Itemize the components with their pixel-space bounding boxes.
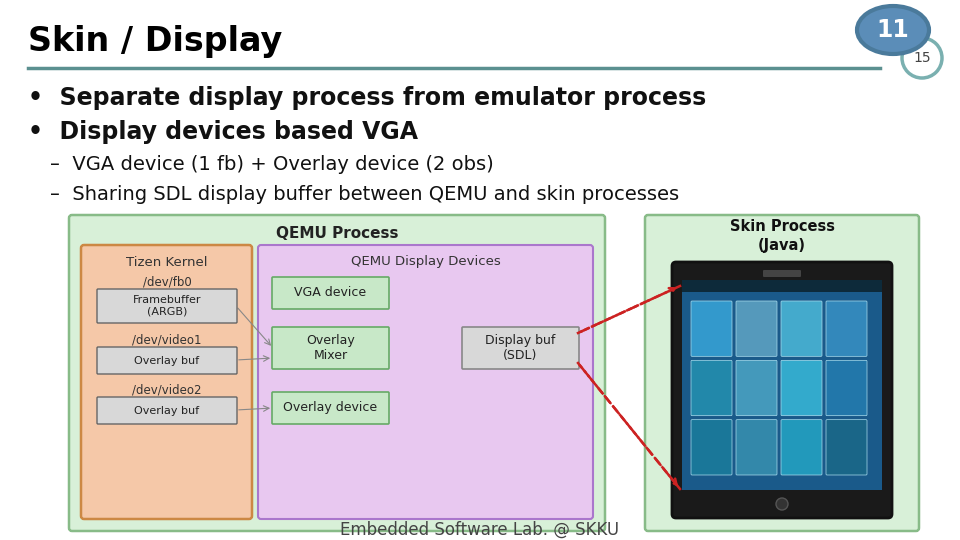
Text: Skin / Display: Skin / Display: [28, 25, 282, 58]
Text: •  Display devices based VGA: • Display devices based VGA: [28, 120, 418, 144]
Text: VGA device: VGA device: [295, 287, 367, 300]
Circle shape: [902, 38, 942, 78]
FancyBboxPatch shape: [736, 301, 777, 356]
FancyBboxPatch shape: [826, 301, 867, 356]
Text: Overlay buf: Overlay buf: [134, 355, 200, 366]
FancyBboxPatch shape: [736, 360, 777, 416]
FancyBboxPatch shape: [462, 327, 579, 369]
FancyBboxPatch shape: [69, 215, 605, 531]
Text: –  Sharing SDL display buffer between QEMU and skin processes: – Sharing SDL display buffer between QEM…: [50, 185, 679, 204]
Text: Overlay
Mixer: Overlay Mixer: [306, 334, 355, 362]
FancyBboxPatch shape: [691, 420, 732, 475]
FancyBboxPatch shape: [97, 397, 237, 424]
Text: 15: 15: [913, 51, 931, 65]
FancyBboxPatch shape: [81, 245, 252, 519]
Text: Overlay device: Overlay device: [283, 402, 377, 415]
Circle shape: [776, 498, 788, 510]
Text: Tizen Kernel: Tizen Kernel: [126, 255, 207, 268]
FancyBboxPatch shape: [258, 245, 593, 519]
Text: /dev/video1: /dev/video1: [132, 334, 202, 347]
FancyBboxPatch shape: [691, 301, 732, 356]
Text: 11: 11: [876, 18, 909, 42]
FancyBboxPatch shape: [763, 270, 801, 277]
FancyBboxPatch shape: [736, 420, 777, 475]
Text: Overlay buf: Overlay buf: [134, 406, 200, 415]
FancyBboxPatch shape: [826, 360, 867, 416]
Text: /dev/video2: /dev/video2: [132, 383, 202, 396]
Text: QEMU Process: QEMU Process: [276, 226, 398, 241]
FancyBboxPatch shape: [97, 347, 237, 374]
FancyBboxPatch shape: [826, 420, 867, 475]
FancyBboxPatch shape: [672, 262, 892, 518]
FancyBboxPatch shape: [272, 327, 389, 369]
Ellipse shape: [857, 6, 929, 54]
Text: Framebuffer
(ARGB): Framebuffer (ARGB): [132, 295, 202, 317]
FancyBboxPatch shape: [682, 292, 882, 490]
Text: –  VGA device (1 fb) + Overlay device (2 obs): – VGA device (1 fb) + Overlay device (2 …: [50, 156, 493, 174]
FancyBboxPatch shape: [272, 277, 389, 309]
FancyBboxPatch shape: [781, 420, 822, 475]
FancyBboxPatch shape: [272, 392, 389, 424]
Text: Skin Process
(Java): Skin Process (Java): [730, 219, 834, 253]
FancyBboxPatch shape: [682, 280, 882, 292]
FancyBboxPatch shape: [781, 301, 822, 356]
FancyBboxPatch shape: [781, 360, 822, 416]
Text: /dev/fb0: /dev/fb0: [143, 275, 191, 288]
Text: •  Separate display process from emulator process: • Separate display process from emulator…: [28, 86, 707, 110]
Text: QEMU Display Devices: QEMU Display Devices: [350, 255, 500, 268]
FancyBboxPatch shape: [691, 360, 732, 416]
Text: Embedded Software Lab. @ SKKU: Embedded Software Lab. @ SKKU: [341, 521, 619, 539]
FancyBboxPatch shape: [645, 215, 919, 531]
Text: Display buf
(SDL): Display buf (SDL): [486, 334, 556, 362]
FancyBboxPatch shape: [97, 289, 237, 323]
